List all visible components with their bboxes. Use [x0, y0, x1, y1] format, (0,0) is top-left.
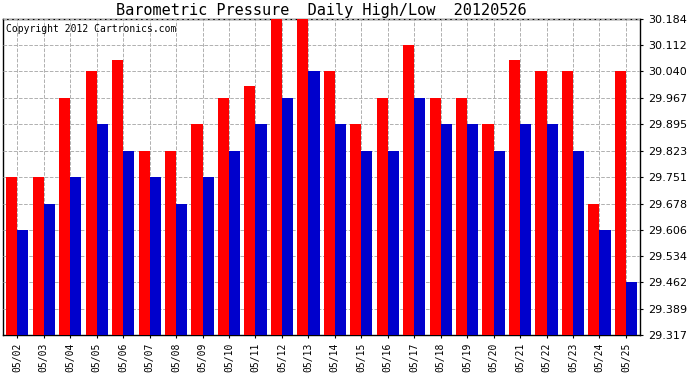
- Bar: [6, 177, 17, 335]
- Bar: [493, 151, 504, 335]
- Bar: [535, 72, 546, 335]
- Bar: [562, 72, 573, 335]
- Bar: [86, 72, 97, 335]
- Bar: [308, 72, 319, 335]
- Bar: [509, 60, 520, 335]
- Bar: [615, 72, 626, 335]
- Bar: [520, 124, 531, 335]
- Bar: [282, 98, 293, 335]
- Bar: [32, 177, 43, 335]
- Bar: [59, 98, 70, 335]
- Bar: [456, 98, 467, 335]
- Bar: [255, 124, 266, 335]
- Title: Barometric Pressure  Daily High/Low  20120526: Barometric Pressure Daily High/Low 20120…: [117, 3, 527, 18]
- Bar: [403, 45, 414, 335]
- Bar: [229, 151, 240, 335]
- Bar: [165, 151, 176, 335]
- Bar: [70, 177, 81, 335]
- Bar: [362, 151, 373, 335]
- Bar: [414, 98, 425, 335]
- Bar: [150, 177, 161, 335]
- Bar: [324, 72, 335, 335]
- Bar: [377, 98, 388, 335]
- Bar: [112, 60, 124, 335]
- Bar: [600, 230, 611, 335]
- Bar: [270, 19, 282, 335]
- Bar: [43, 204, 55, 335]
- Bar: [573, 151, 584, 335]
- Bar: [124, 151, 135, 335]
- Bar: [351, 124, 362, 335]
- Bar: [589, 204, 600, 335]
- Bar: [97, 124, 108, 335]
- Bar: [482, 124, 493, 335]
- Text: Copyright 2012 Cartronics.com: Copyright 2012 Cartronics.com: [6, 24, 177, 34]
- Bar: [335, 124, 346, 335]
- Bar: [467, 124, 478, 335]
- Bar: [441, 124, 452, 335]
- Bar: [626, 282, 637, 335]
- Bar: [430, 98, 441, 335]
- Bar: [203, 177, 214, 335]
- Bar: [244, 86, 255, 335]
- Bar: [546, 124, 558, 335]
- Bar: [191, 124, 203, 335]
- Bar: [388, 151, 399, 335]
- Bar: [176, 204, 187, 335]
- Bar: [17, 230, 28, 335]
- Bar: [218, 98, 229, 335]
- Bar: [297, 19, 308, 335]
- Bar: [139, 151, 150, 335]
